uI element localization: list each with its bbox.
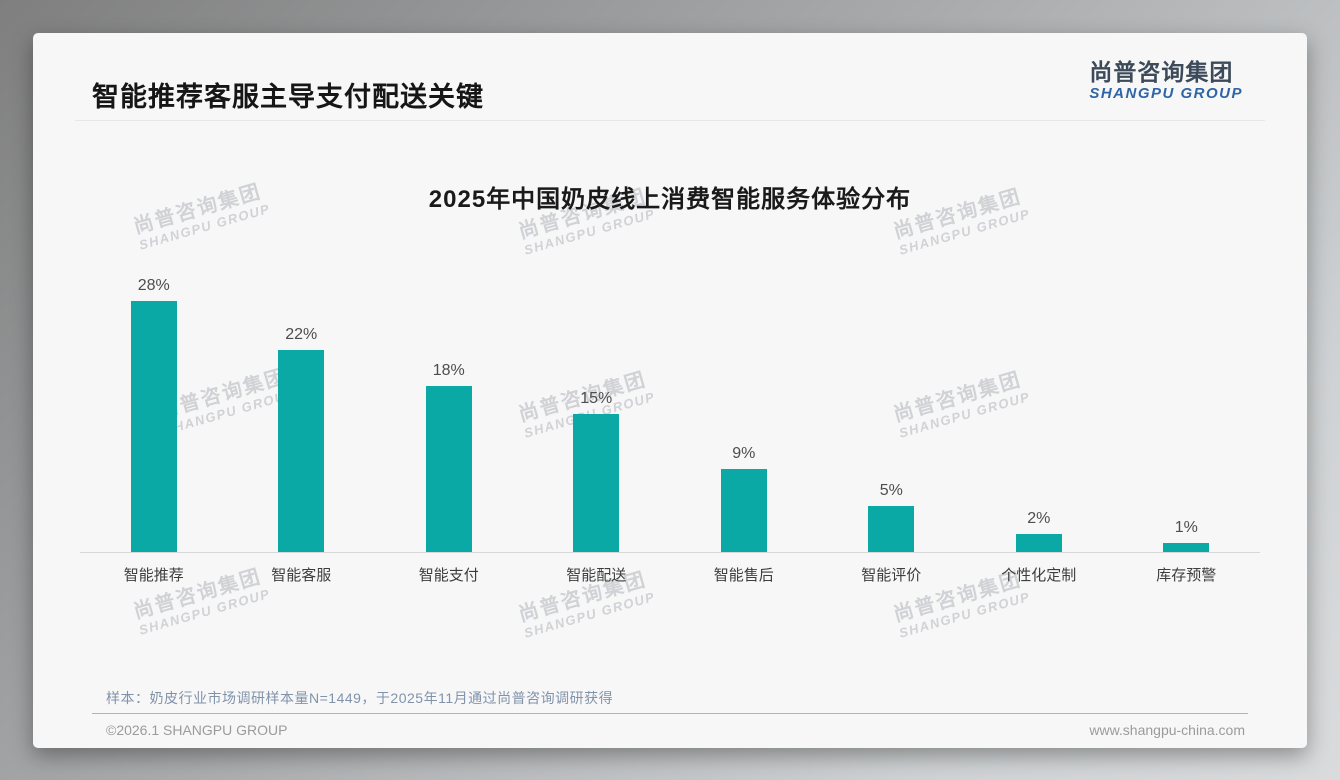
category-label: 库存预警 (1156, 567, 1217, 584)
bar-value-label: 15% (580, 390, 613, 407)
chart-title: 2025年中国奶皮线上消费智能服务体验分布 (428, 186, 912, 213)
bar-value-label: 22% (285, 326, 318, 343)
slide-card: 智能推荐客服主导支付配送关键 尚普咨询集团 SHANGPU GROUP 尚普咨询… (33, 33, 1307, 748)
header-divider (75, 120, 1265, 121)
website-url: www.shangpu-china.com (1089, 722, 1245, 738)
bar-slot: 5% (818, 277, 966, 552)
bar-value-label: 1% (1174, 519, 1198, 536)
bar-slot: 22% (228, 277, 376, 552)
category-label: 智能支付 (418, 567, 479, 584)
watermark-english-text: SHANGPU GROUP (137, 585, 272, 638)
bar (1163, 543, 1210, 552)
company-logo: 尚普咨询集团 SHANGPU GROUP (1089, 59, 1243, 102)
bar (130, 301, 177, 552)
bar-chart-plot: 28% 22% 18% 15% 9% 5% 2% 1% (80, 277, 1260, 553)
watermark-english-text: SHANGPU GROUP (522, 588, 657, 641)
bar (425, 386, 472, 552)
watermark-english-text: SHANGPU GROUP (897, 588, 1032, 641)
bar-slot: 18% (375, 277, 523, 552)
bar-value-label: 28% (137, 277, 170, 294)
sample-note: 样本：奶皮行业市场调研样本量N=1449，于2025年11月通过尚普咨询调研获得 (106, 690, 614, 706)
bar-slot: 2% (965, 277, 1113, 552)
bar-value-label: 18% (432, 362, 465, 379)
bar-slot: 15% (523, 277, 671, 552)
bar-slot: 9% (670, 277, 818, 552)
bar-value-label: 9% (732, 445, 756, 462)
bar-slot: 28% (80, 277, 228, 552)
page-title: 智能推荐客服主导支付配送关键 (92, 82, 484, 112)
category-label: 智能配送 (566, 567, 627, 584)
bar (278, 350, 325, 552)
bar (573, 414, 620, 552)
bar (720, 469, 767, 552)
bar-slot: 1% (1113, 277, 1261, 552)
category-label: 智能推荐 (123, 567, 184, 584)
category-label: 智能客服 (271, 567, 332, 584)
copyright-text: ©2026.1 SHANGPU GROUP (106, 722, 288, 738)
bar-value-label: 5% (879, 482, 903, 499)
category-label: 智能评价 (861, 567, 922, 584)
bar (1015, 534, 1062, 552)
category-label: 个性化定制 (1001, 567, 1077, 584)
bar (868, 506, 915, 552)
category-label: 智能售后 (713, 567, 774, 584)
logo-chinese-text: 尚普咨询集团 (1089, 59, 1234, 85)
bar-value-label: 2% (1027, 510, 1051, 527)
footer-divider (92, 713, 1248, 714)
logo-english-text: SHANGPU GROUP (1089, 85, 1243, 102)
category-axis-labels: 智能推荐 智能客服 智能支付 智能配送 智能售后 智能评价 个性化定制 库存预警 (80, 564, 1260, 585)
